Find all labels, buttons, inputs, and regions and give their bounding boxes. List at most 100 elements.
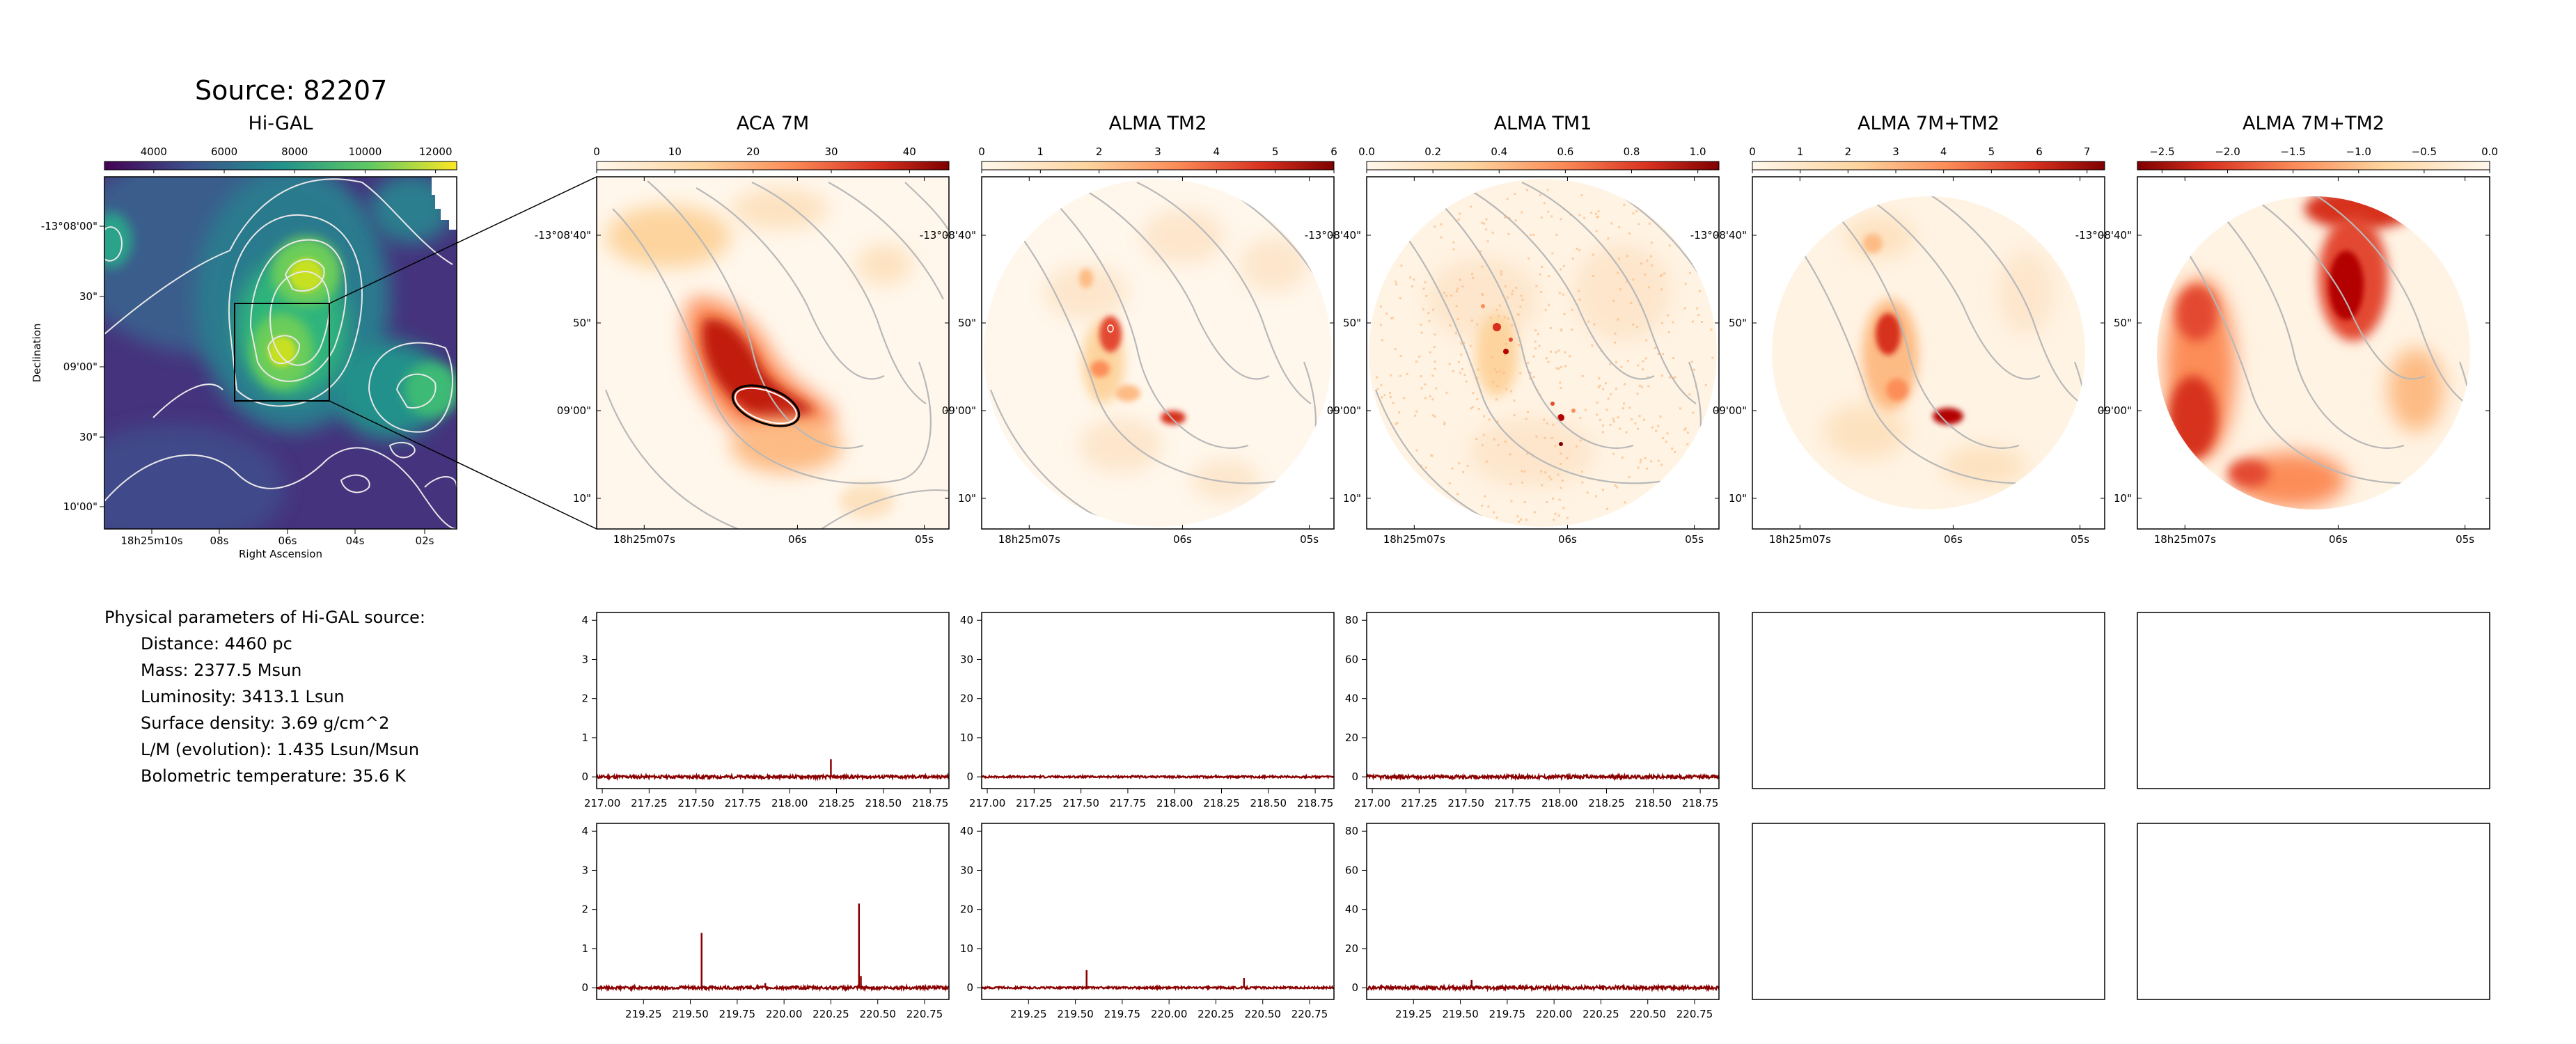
noise-pixel bbox=[1619, 427, 1621, 430]
noise-pixel bbox=[1443, 423, 1446, 425]
noise-pixel bbox=[1557, 349, 1560, 352]
noise-pixel bbox=[1688, 272, 1691, 274]
colorbar-tick-label: 1.0 bbox=[1690, 145, 1706, 158]
noise-pixel bbox=[1514, 193, 1516, 196]
noise-pixel bbox=[1456, 287, 1459, 290]
noise-pixel bbox=[1554, 512, 1557, 515]
y-tick-label: 09'00" bbox=[63, 361, 97, 373]
spectrum-x-tick-label: 218.75 bbox=[1682, 797, 1719, 809]
colorbar-tick-label: 6 bbox=[2036, 145, 2043, 158]
spectrum-x-tick-label: 220.25 bbox=[812, 1008, 849, 1020]
noise-pixel bbox=[1424, 397, 1427, 400]
noise-pixel bbox=[1597, 210, 1600, 213]
noise-pixel bbox=[1482, 415, 1485, 418]
noise-pixel bbox=[1400, 264, 1403, 267]
noise-pixel bbox=[1435, 387, 1438, 390]
spectrum-x-tick-label: 217.00 bbox=[969, 797, 1006, 809]
noise-pixel bbox=[1578, 290, 1580, 292]
noise-pixel bbox=[1422, 308, 1424, 310]
noise-pixel bbox=[1607, 237, 1610, 240]
noise-pixel bbox=[1483, 222, 1486, 225]
param-mass: Mass: 2377.5 Msun bbox=[141, 661, 302, 680]
noise-pixel bbox=[1621, 407, 1624, 410]
noise-pixel bbox=[1590, 212, 1593, 214]
noise-pixel bbox=[1628, 406, 1631, 409]
noise-pixel bbox=[1636, 393, 1639, 395]
noise-pixel bbox=[1650, 242, 1653, 244]
zoom-y-tick-label: 50" bbox=[1729, 317, 1747, 329]
spectrum-x-tick-label: 217.25 bbox=[1016, 797, 1053, 809]
noise-pixel bbox=[1495, 516, 1498, 519]
colorbar-tick-label: 8000 bbox=[281, 145, 308, 158]
spectrum-x-tick-label: 219.75 bbox=[1104, 1008, 1141, 1020]
spectrum-frame bbox=[1366, 823, 1720, 1000]
spectrum-x-tick-label: 218.25 bbox=[1588, 797, 1625, 809]
noise-pixel bbox=[1553, 519, 1555, 521]
noise-pixel bbox=[1654, 347, 1656, 349]
noise-pixel bbox=[1424, 466, 1427, 469]
noise-pixel bbox=[1543, 418, 1546, 421]
noise-pixel bbox=[1495, 371, 1498, 373]
noise-pixel bbox=[1549, 326, 1552, 329]
noise-pixel bbox=[1489, 316, 1492, 319]
noise-pixel bbox=[1381, 396, 1383, 399]
noise-pixel bbox=[1598, 377, 1601, 380]
noise-pixel bbox=[1558, 292, 1561, 294]
noise-pixel bbox=[1466, 464, 1469, 467]
zoom-y-tick-label: -13°08'40" bbox=[535, 229, 591, 242]
noise-pixel bbox=[1580, 470, 1583, 473]
noise-pixel bbox=[1576, 445, 1578, 448]
spectrum-y-tick-label: 1 bbox=[581, 942, 588, 955]
noise-pixel bbox=[1399, 355, 1402, 358]
noise-pixel bbox=[1509, 453, 1511, 456]
noise-pixel bbox=[1443, 292, 1445, 294]
spectrum-y-tick-label: 0 bbox=[966, 981, 973, 994]
spectrum-line bbox=[981, 983, 1335, 992]
noise-pixel bbox=[1559, 381, 1562, 384]
noise-pixel bbox=[1422, 287, 1425, 290]
noise-pixel bbox=[1562, 507, 1565, 509]
noise-pixel bbox=[1499, 370, 1502, 372]
noise-pixel bbox=[1609, 423, 1612, 426]
noise-pixel bbox=[1499, 304, 1501, 307]
noise-pixel bbox=[1398, 411, 1400, 414]
source-title: Source: 82207 bbox=[195, 75, 388, 106]
noise-pixel bbox=[1560, 463, 1562, 465]
noise-pixel bbox=[1626, 280, 1628, 283]
spectrum-empty-r2c5 bbox=[2137, 823, 2490, 1000]
spectrum-plot: 0 10 20 30 40 219.25 219.50 219.75 220.00 220.25 2… bbox=[960, 823, 1335, 1020]
noise-pixel bbox=[1596, 216, 1599, 219]
spectrum-plot: 0 20 40 60 80 219.25 219.50 219.75 220.00 220.25 2… bbox=[1345, 823, 1720, 1020]
noise-pixel bbox=[1504, 440, 1507, 443]
colorbar-tick-label: 10 bbox=[668, 145, 682, 158]
noise-pixel bbox=[1637, 364, 1640, 367]
noise-pixel bbox=[1492, 381, 1495, 383]
zoom-x-tick-label: 18h25m07s bbox=[2154, 533, 2216, 546]
noise-pixel bbox=[1557, 473, 1560, 476]
colorbar-tick-label: 30 bbox=[824, 145, 838, 158]
noise-pixel bbox=[1519, 372, 1522, 374]
noise-pixel bbox=[1495, 308, 1498, 311]
noise-pixel bbox=[1509, 482, 1512, 485]
noise-pixel bbox=[1580, 194, 1583, 197]
spectrum-x-tick-label: 218.75 bbox=[1297, 797, 1334, 809]
noise-pixel bbox=[1376, 388, 1379, 390]
noise-pixel bbox=[1560, 387, 1562, 389]
noise-pixel bbox=[1518, 344, 1521, 347]
noise-pixel bbox=[1420, 387, 1423, 390]
noise-pixel bbox=[1602, 425, 1604, 427]
noise-pixel bbox=[1557, 514, 1560, 517]
noise-pixel bbox=[1596, 401, 1599, 404]
noise-pixel bbox=[1488, 418, 1491, 421]
noise-pixel bbox=[1469, 345, 1472, 347]
noise-pixel bbox=[1610, 393, 1612, 395]
noise-pixel bbox=[1505, 388, 1508, 390]
noise-pixel bbox=[1648, 222, 1651, 225]
noise-pixel bbox=[1628, 476, 1631, 479]
noise-pixel bbox=[1428, 319, 1431, 322]
spectrum-y-tick-label: 40 bbox=[1345, 693, 1358, 705]
noise-pixel bbox=[1551, 252, 1554, 255]
noise-pixel bbox=[1540, 291, 1543, 294]
noise-pixel bbox=[1463, 342, 1466, 345]
